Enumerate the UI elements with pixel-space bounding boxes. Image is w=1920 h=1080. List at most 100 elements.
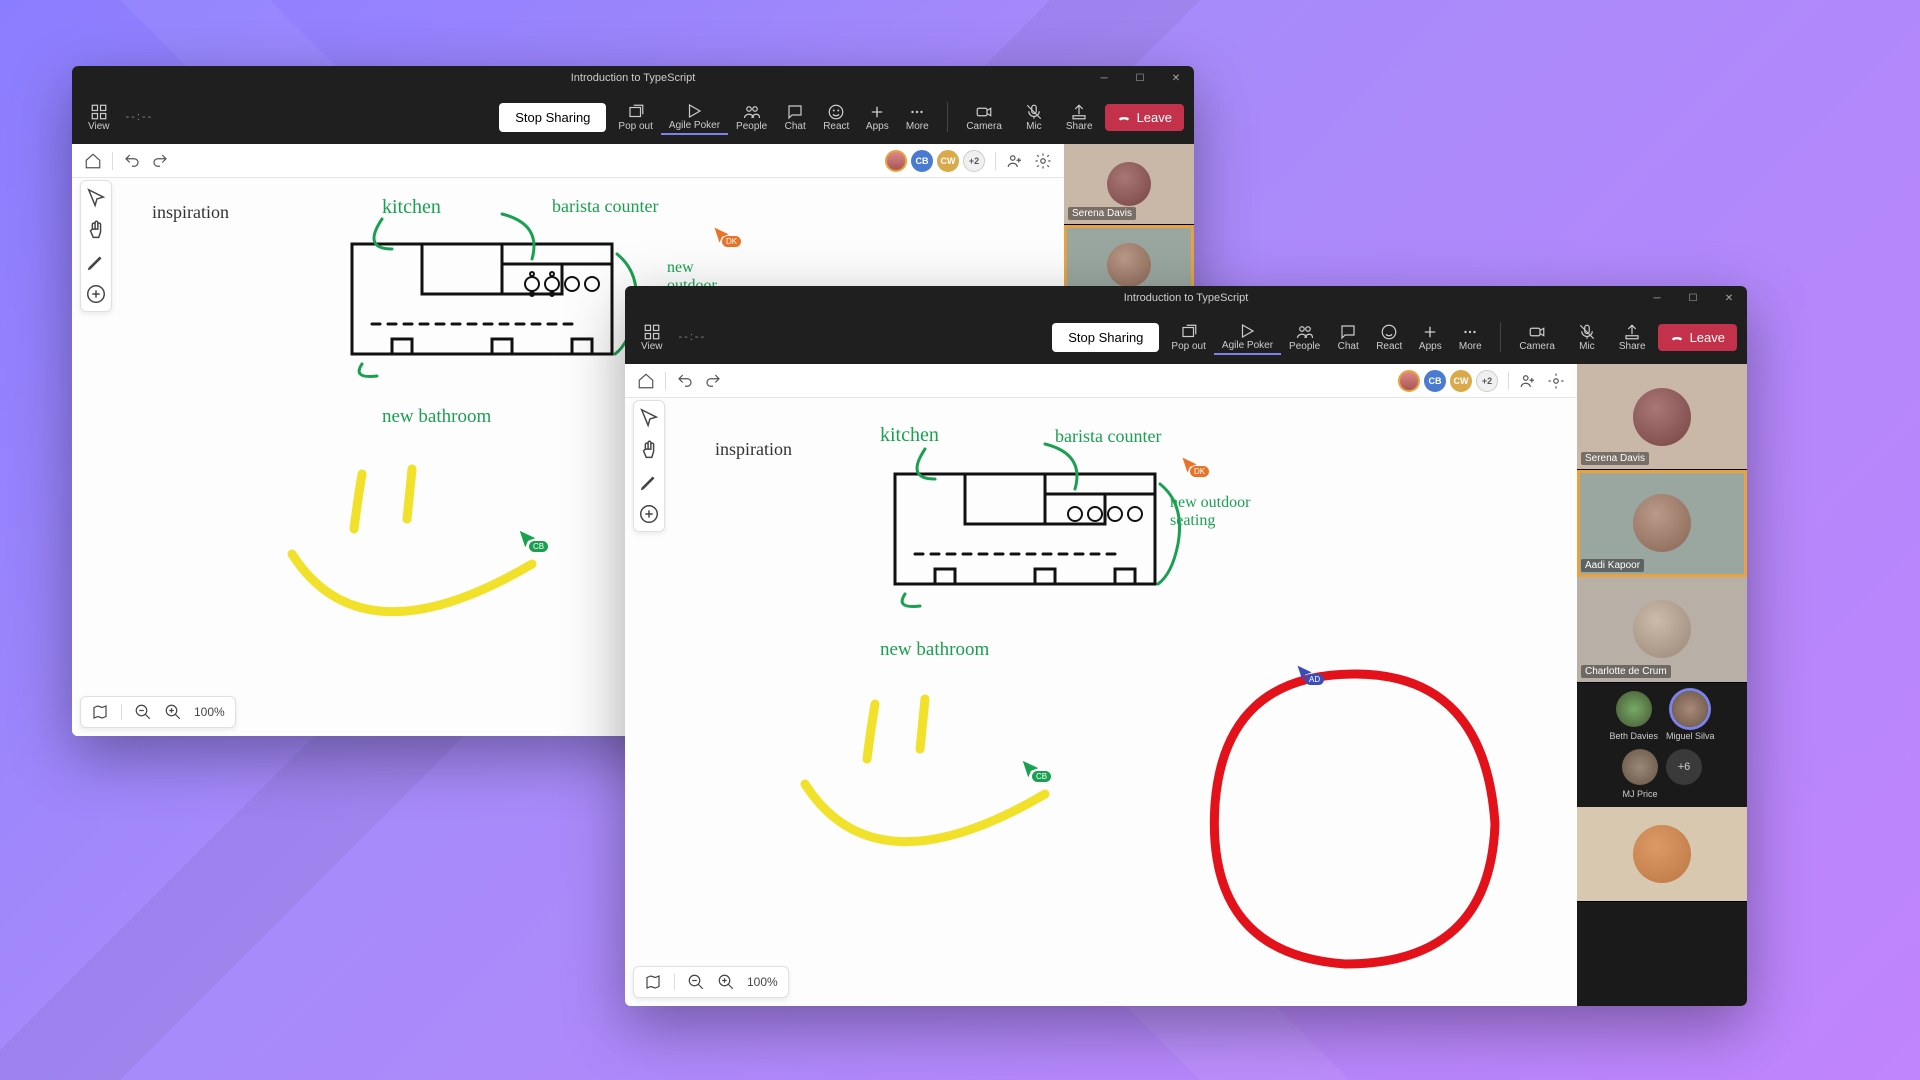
whiteboard-canvas[interactable]: CB CW +2 inspiration xyxy=(625,364,1577,1006)
zoom-in-icon[interactable] xyxy=(164,703,182,721)
redo-icon[interactable] xyxy=(151,152,169,170)
mini-avatar-row: Beth Davies Miguel Silva xyxy=(1577,683,1747,749)
window-title: Introduction to TypeScript xyxy=(72,72,1194,84)
zoom-out-icon[interactable] xyxy=(687,973,705,991)
label-inspiration: inspiration xyxy=(715,439,792,460)
home-icon[interactable] xyxy=(84,152,102,170)
label-bathroom: new bathroom xyxy=(382,406,491,428)
redo-icon[interactable] xyxy=(704,372,722,390)
share-button[interactable]: Share xyxy=(1058,101,1101,134)
zoom-bar: 100% xyxy=(80,696,236,728)
view-button[interactable]: View xyxy=(82,99,116,136)
popout-button[interactable]: Pop out xyxy=(610,101,660,134)
remote-cursor-green: CB xyxy=(1020,759,1042,786)
maximize-button[interactable]: ☐ xyxy=(1122,66,1158,90)
remote-cursor-orange: DK xyxy=(712,226,732,251)
popout-button[interactable]: Pop out xyxy=(1163,321,1213,354)
overflow-avatar[interactable]: +6 xyxy=(1666,749,1702,799)
window-controls: ─ ☐ ✕ xyxy=(1639,286,1747,310)
agile-poker-button[interactable]: Agile Poker xyxy=(661,100,728,135)
video-tile[interactable]: Serena Davis xyxy=(1064,144,1194,225)
close-button[interactable]: ✕ xyxy=(1158,66,1194,90)
meeting-toolbar: View --:-- Stop Sharing Pop out Agile Po… xyxy=(72,90,1194,144)
minimize-button[interactable]: ─ xyxy=(1639,286,1675,310)
titlebar: Introduction to TypeScript ─ ☐ ✕ xyxy=(625,286,1747,310)
pen-tool[interactable] xyxy=(638,471,660,493)
settings-icon[interactable] xyxy=(1034,152,1052,170)
mic-button[interactable]: Mic xyxy=(1567,321,1607,354)
hangup-icon xyxy=(1670,330,1684,344)
presence-avatars[interactable]: CB CW +2 xyxy=(1398,370,1498,392)
remote-cursor-orange: DK xyxy=(1180,456,1200,481)
zoom-out-icon[interactable] xyxy=(134,703,152,721)
camera-button[interactable]: Camera xyxy=(1511,321,1563,354)
teams-window-2: Introduction to TypeScript ─ ☐ ✕ View --… xyxy=(625,286,1747,1006)
video-tile[interactable]: Charlotte de Crum xyxy=(1577,577,1747,683)
remote-cursor-blue: AD xyxy=(1295,664,1315,689)
meeting-timer: --:-- xyxy=(679,331,707,343)
mini-avatar[interactable]: MJ Price xyxy=(1622,749,1658,799)
zoom-bar: 100% xyxy=(633,966,789,998)
mic-button[interactable]: Mic xyxy=(1014,101,1054,134)
zoom-level: 100% xyxy=(194,705,225,719)
settings-icon[interactable] xyxy=(1547,372,1565,390)
chat-button[interactable]: Chat xyxy=(1328,321,1368,354)
select-tool[interactable] xyxy=(638,407,660,429)
video-tile[interactable]: Aadi Kapoor xyxy=(1577,470,1747,576)
share-button[interactable]: Share xyxy=(1611,321,1654,354)
label-inspiration: inspiration xyxy=(152,202,229,223)
close-button[interactable]: ✕ xyxy=(1711,286,1747,310)
people-button[interactable]: People xyxy=(728,101,775,134)
minimap-icon[interactable] xyxy=(91,703,109,721)
view-button[interactable]: View xyxy=(635,319,669,356)
add-tool[interactable] xyxy=(638,503,660,525)
react-button[interactable]: React xyxy=(1368,321,1410,354)
minimize-button[interactable]: ─ xyxy=(1086,66,1122,90)
presence-avatars[interactable]: CB CW +2 xyxy=(885,150,985,172)
follow-icon[interactable] xyxy=(1006,152,1024,170)
pan-tool[interactable] xyxy=(638,439,660,461)
zoom-in-icon[interactable] xyxy=(717,973,735,991)
react-button[interactable]: React xyxy=(815,101,857,134)
pen-tool[interactable] xyxy=(85,251,107,273)
pan-tool[interactable] xyxy=(85,219,107,241)
undo-icon[interactable] xyxy=(676,372,694,390)
mini-avatar[interactable]: Beth Davies xyxy=(1609,691,1658,741)
video-tile[interactable]: Serena Davis xyxy=(1577,364,1747,470)
people-button[interactable]: People xyxy=(1281,321,1328,354)
minimap-icon[interactable] xyxy=(644,973,662,991)
whiteboard-subbar: CB CW +2 xyxy=(625,364,1577,398)
label-kitchen: kitchen xyxy=(382,196,441,219)
video-column: Serena Davis Aadi Kapoor Charlotte de Cr… xyxy=(1577,364,1747,1006)
floorplan-sketch xyxy=(865,434,1295,654)
apps-button[interactable]: Apps xyxy=(857,101,897,134)
whiteboard-subbar: CB CW +2 xyxy=(72,144,1064,178)
hangup-icon xyxy=(1117,110,1131,124)
titlebar: Introduction to TypeScript ─ ☐ ✕ xyxy=(72,66,1194,90)
window-controls: ─ ☐ ✕ xyxy=(1086,66,1194,90)
agile-poker-button[interactable]: Agile Poker xyxy=(1214,320,1281,355)
red-circle-drawing xyxy=(1195,654,1515,974)
mini-avatar[interactable]: Miguel Silva xyxy=(1666,691,1715,741)
camera-button[interactable]: Camera xyxy=(958,101,1010,134)
maximize-button[interactable]: ☐ xyxy=(1675,286,1711,310)
leave-button[interactable]: Leave xyxy=(1658,324,1737,351)
stop-sharing-button[interactable]: Stop Sharing xyxy=(499,103,606,132)
leave-button[interactable]: Leave xyxy=(1105,104,1184,131)
home-icon[interactable] xyxy=(637,372,655,390)
more-button[interactable]: More xyxy=(897,101,937,134)
meeting-timer: --:-- xyxy=(126,111,154,123)
chat-button[interactable]: Chat xyxy=(775,101,815,134)
drawing-tools xyxy=(633,400,665,532)
label-barista: barista counter xyxy=(552,196,658,217)
video-tile-self[interactable] xyxy=(1577,807,1747,903)
undo-icon[interactable] xyxy=(123,152,141,170)
more-button[interactable]: More xyxy=(1450,321,1490,354)
stop-sharing-button[interactable]: Stop Sharing xyxy=(1052,323,1159,352)
follow-icon[interactable] xyxy=(1519,372,1537,390)
add-tool[interactable] xyxy=(85,283,107,305)
apps-button[interactable]: Apps xyxy=(1410,321,1450,354)
mini-avatar-row: MJ Price +6 xyxy=(1577,749,1747,807)
select-tool[interactable] xyxy=(85,187,107,209)
smile-drawing xyxy=(272,454,592,654)
